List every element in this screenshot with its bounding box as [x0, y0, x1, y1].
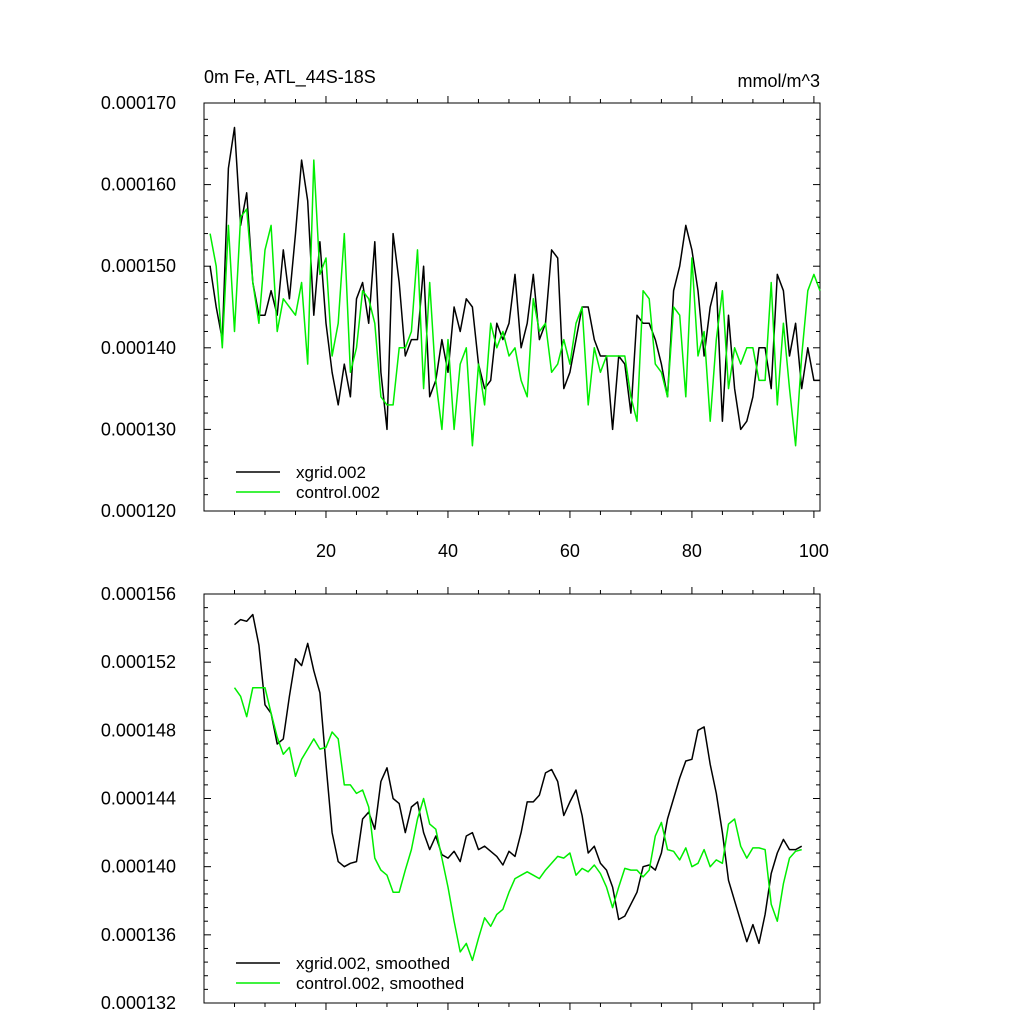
plot-frame	[203, 593, 821, 1004]
y-tick-label: 0.000130	[101, 419, 176, 439]
series-line-control	[209, 159, 821, 447]
y-tick-label: 0.000144	[101, 789, 176, 809]
y-tick-label: 0.000156	[101, 584, 176, 604]
y-tick-label: 0.000132	[101, 993, 176, 1013]
y-tick-label: 0.000160	[101, 175, 176, 195]
chart-title: 0m Fe, ATL_44S-18S	[204, 67, 376, 88]
x-tick-label: 20	[316, 541, 336, 561]
plot-frame	[203, 102, 821, 512]
legend-label: control.002, smoothed	[296, 974, 464, 993]
y-tick-label: 0.000140	[101, 338, 176, 358]
bottom-panel-smoothed: 0.000132 0.000136 0.000140 0.000144 0.000148…	[101, 584, 821, 1013]
x-tick-label: 40	[438, 541, 458, 561]
y-tick-label: 0.000120	[101, 501, 176, 521]
legend-label: xgrid.002	[296, 463, 366, 482]
units-label: mmol/m^3	[738, 71, 820, 91]
x-tick-label: 60	[560, 541, 580, 561]
top-panel-raw: 0m Fe, ATL_44S-18S mmol/m^3 0.000120 0.00…	[101, 67, 829, 561]
series-line-xgrid	[234, 613, 803, 945]
y-tick-label: 0.000148	[101, 720, 176, 740]
legend-label: xgrid.002, smoothed	[296, 954, 450, 973]
x-tick-label: 100	[799, 541, 829, 561]
legend-label: control.002	[296, 483, 380, 502]
y-tick-label: 0.000170	[101, 93, 176, 113]
y-tick-label: 0.000152	[101, 652, 176, 672]
y-tick-label: 0.000136	[101, 925, 176, 945]
y-tick-label: 0.000150	[101, 256, 176, 276]
series-line-control	[233, 686, 802, 962]
x-tick-label: 80	[682, 541, 702, 561]
y-tick-label: 0.000140	[101, 857, 176, 877]
